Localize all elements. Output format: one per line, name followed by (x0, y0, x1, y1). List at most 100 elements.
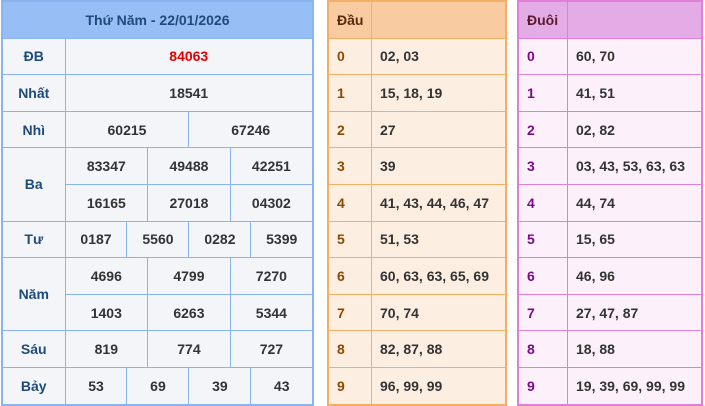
dau-digit: 0 (327, 37, 372, 76)
dau-row: 3 39 (327, 147, 507, 185)
prize-number: 27018 (147, 183, 231, 222)
duoi-table: Đuôi 0 60, 70 1 41, 51 2 02, 82 3 03, 43, 53, 6… (517, 0, 703, 406)
results-table: Thứ Năm - 22/01/2026 ĐB 84063 Nhất 18541 Nhì… (1, 0, 314, 406)
dau-digit: 4 (327, 183, 372, 222)
dau-row: 7 70, 74 (327, 293, 507, 332)
dau-digit: 7 (327, 293, 372, 332)
prize-label: Năm (1, 257, 66, 332)
duoi-row: 0 60, 70 (517, 37, 703, 76)
duoi-row: 6 46, 96 (517, 257, 703, 295)
prize-row: ĐB 84063 (1, 37, 314, 76)
prize-row: Tư 0187 5560 0282 5399 (1, 220, 314, 259)
prize-label: Nhất (1, 74, 66, 112)
prize-number: 774 (147, 330, 231, 368)
duoi-digit: 4 (517, 183, 568, 222)
dau-row: 2 27 (327, 110, 507, 149)
prize-row: Sáu 819 774 727 (1, 330, 314, 368)
prize-number: 5344 (229, 293, 314, 332)
dau-header: Đầu (327, 0, 372, 39)
prize-number: 39 (188, 366, 252, 406)
dau-digit: 5 (327, 220, 372, 259)
dau-digit: 8 (327, 330, 372, 368)
prize-number: 727 (229, 330, 314, 368)
prize-number: 43 (250, 366, 314, 406)
prize-label: Nhì (1, 110, 66, 149)
dau-digit: 9 (327, 366, 372, 406)
prize-number: 42251 (229, 147, 314, 185)
prize-row: Bảy 53 69 39 43 (1, 366, 314, 406)
dau-numbers: 60, 63, 63, 65, 69 (371, 257, 507, 295)
prize-label: Sáu (1, 330, 66, 368)
prize-row: Năm 4696 4799 7270 (1, 257, 314, 332)
prize-number: 67246 (188, 110, 314, 149)
dau-numbers: 70, 74 (371, 293, 507, 332)
duoi-digit: 7 (517, 293, 568, 332)
dau-digit: 6 (327, 257, 372, 295)
prize-number: 04302 (229, 183, 314, 222)
duoi-digit: 3 (517, 147, 568, 185)
prize-number: 819 (64, 330, 149, 368)
prize-label: Bảy (1, 366, 66, 406)
dau-numbers: 96, 99, 99 (371, 366, 507, 406)
prize-number: 69 (126, 366, 190, 406)
duoi-row: 9 19, 39, 69, 99, 99 (517, 366, 703, 406)
prize-row: Ba 83347 49488 42251 (1, 147, 314, 222)
duoi-numbers: 41, 51 (567, 74, 703, 112)
prize-number: 1403 (64, 293, 149, 332)
dau-row: 4 41, 43, 44, 46, 47 (327, 183, 507, 222)
dau-numbers: 82, 87, 88 (371, 330, 507, 368)
dau-row: 0 02, 03 (327, 37, 507, 76)
duoi-numbers: 15, 65 (567, 220, 703, 259)
dau-row: 1 15, 18, 19 (327, 74, 507, 112)
prize-number: 53 (64, 366, 128, 406)
duoi-numbers: 46, 96 (567, 257, 703, 295)
dau-row: 6 60, 63, 63, 65, 69 (327, 257, 507, 295)
duoi-numbers: 18, 88 (567, 330, 703, 368)
duoi-row: 2 02, 82 (517, 110, 703, 149)
duoi-digit: 0 (517, 37, 568, 76)
duoi-header: Đuôi (517, 0, 568, 39)
prize-number: 5560 (126, 220, 190, 259)
duoi-row: 5 15, 65 (517, 220, 703, 259)
duoi-row: 3 03, 43, 53, 63, 63 (517, 147, 703, 185)
dau-digit: 2 (327, 110, 372, 149)
duoi-numbers: 02, 82 (567, 110, 703, 149)
prize-number: 6263 (147, 293, 231, 332)
prize-number: 18541 (64, 74, 314, 112)
duoi-digit: 6 (517, 257, 568, 295)
special-prize-number: 84063 (64, 37, 314, 76)
prize-number: 83347 (64, 147, 149, 185)
dau-row: 8 82, 87, 88 (327, 330, 507, 368)
duoi-row: 1 41, 51 (517, 74, 703, 112)
prize-row: 16165 27018 04302 (2, 183, 314, 222)
dau-numbers: 02, 03 (371, 37, 507, 76)
dau-digit: 3 (327, 147, 372, 185)
dau-digit: 1 (327, 74, 372, 112)
dau-numbers: 51, 53 (371, 220, 507, 259)
duoi-numbers: 27, 47, 87 (567, 293, 703, 332)
prize-number: 5399 (250, 220, 314, 259)
duoi-digit: 9 (517, 366, 568, 406)
prize-number: 0187 (64, 220, 128, 259)
results-title: Thứ Năm - 22/01/2026 (1, 0, 314, 39)
prize-label: Ba (1, 147, 66, 222)
dau-row: 5 51, 53 (327, 220, 507, 259)
duoi-digit: 5 (517, 220, 568, 259)
dau-numbers: 15, 18, 19 (371, 74, 507, 112)
prize-number: 7270 (229, 257, 314, 295)
duoi-row: 4 44, 74 (517, 183, 703, 222)
prize-number: 4799 (147, 257, 231, 295)
duoi-numbers: 19, 39, 69, 99, 99 (567, 366, 703, 406)
dau-table: Đầu 0 02, 03 1 15, 18, 19 2 27 3 39 4 41, 43, 44,… (327, 0, 507, 406)
prize-row: 1403 6263 5344 (2, 293, 314, 332)
dau-numbers: 27 (371, 110, 507, 149)
dau-numbers: 39 (371, 147, 507, 185)
duoi-numbers: 44, 74 (567, 183, 703, 222)
dau-row: 9 96, 99, 99 (327, 366, 507, 406)
prize-label: Tư (1, 220, 66, 259)
prize-number: 60215 (64, 110, 190, 149)
duoi-digit: 2 (517, 110, 568, 149)
duoi-digit: 8 (517, 330, 568, 368)
prize-number: 4696 (64, 257, 149, 295)
dau-numbers: 41, 43, 44, 46, 47 (371, 183, 507, 222)
